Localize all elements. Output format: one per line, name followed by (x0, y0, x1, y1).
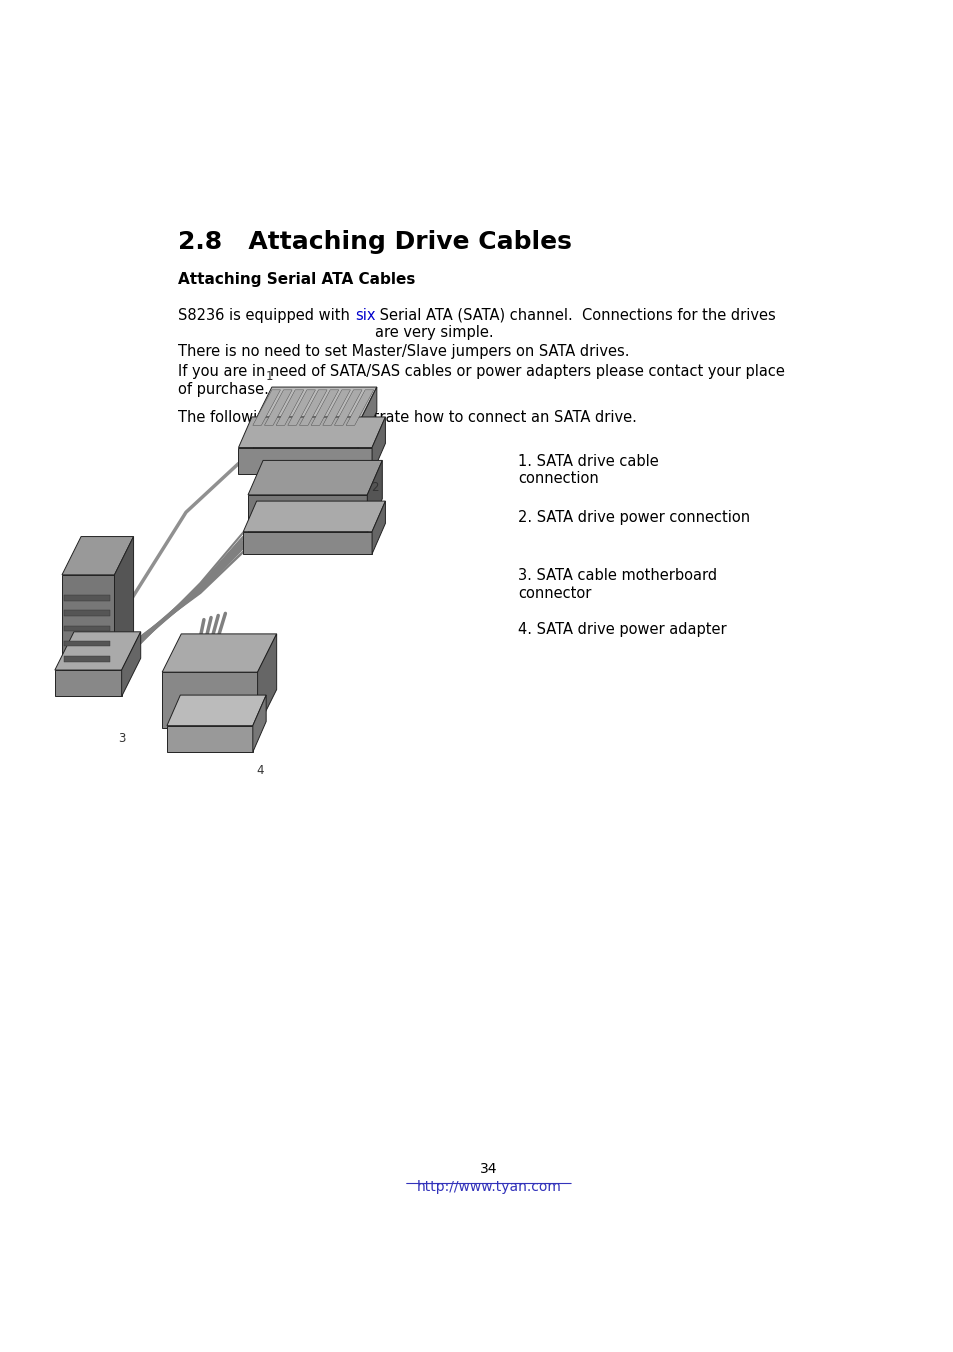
Text: 4: 4 (256, 764, 263, 777)
Text: The following pictures illustrate how to connect an SATA drive.: The following pictures illustrate how to… (178, 410, 637, 425)
Polygon shape (253, 387, 376, 426)
Polygon shape (372, 416, 385, 475)
Text: http://www.tyan.com: http://www.tyan.com (416, 1180, 560, 1194)
Polygon shape (253, 695, 266, 752)
Text: 1: 1 (266, 370, 273, 383)
Polygon shape (238, 448, 372, 475)
Text: Attaching Serial ATA Cables: Attaching Serial ATA Cables (178, 272, 416, 287)
Text: 2. SATA drive power connection: 2. SATA drive power connection (518, 510, 750, 525)
Polygon shape (65, 656, 110, 661)
Text: There is no need to set Master/Slave jumpers on SATA drives.: There is no need to set Master/Slave jum… (178, 345, 629, 360)
Polygon shape (248, 461, 382, 495)
Polygon shape (167, 695, 266, 726)
Text: 34: 34 (479, 1161, 497, 1176)
Polygon shape (248, 495, 367, 533)
Polygon shape (335, 389, 362, 426)
Polygon shape (238, 416, 385, 448)
Polygon shape (114, 537, 133, 672)
Polygon shape (275, 389, 303, 426)
Polygon shape (62, 575, 114, 672)
Polygon shape (65, 595, 110, 600)
Polygon shape (65, 610, 110, 615)
Polygon shape (346, 389, 374, 426)
Text: S8236 is equipped with: S8236 is equipped with (178, 308, 355, 323)
Text: 2: 2 (371, 481, 377, 495)
Polygon shape (264, 389, 292, 426)
Text: 1. SATA drive cable
connection: 1. SATA drive cable connection (518, 454, 659, 487)
Text: 3: 3 (118, 731, 125, 745)
Polygon shape (372, 502, 385, 554)
Polygon shape (367, 461, 382, 533)
Polygon shape (253, 389, 280, 426)
Text: Serial ATA (SATA) channel.  Connections for the drives
are very simple.: Serial ATA (SATA) channel. Connections f… (375, 308, 776, 341)
Polygon shape (167, 726, 253, 752)
Polygon shape (243, 531, 372, 554)
Text: 4. SATA drive power adapter: 4. SATA drive power adapter (518, 622, 726, 637)
Polygon shape (357, 387, 376, 450)
Text: 2.8   Attaching Drive Cables: 2.8 Attaching Drive Cables (178, 230, 572, 254)
Polygon shape (162, 672, 257, 727)
Polygon shape (322, 389, 350, 426)
Polygon shape (65, 641, 110, 646)
Polygon shape (55, 631, 141, 671)
Polygon shape (243, 502, 385, 531)
Polygon shape (162, 634, 276, 672)
Polygon shape (253, 426, 357, 450)
Polygon shape (311, 389, 338, 426)
Polygon shape (55, 671, 122, 696)
Polygon shape (299, 389, 327, 426)
Text: 3. SATA cable motherboard
connector: 3. SATA cable motherboard connector (518, 568, 717, 600)
Polygon shape (65, 626, 110, 631)
Polygon shape (62, 537, 133, 575)
Polygon shape (122, 631, 141, 696)
Polygon shape (288, 389, 315, 426)
Polygon shape (257, 634, 276, 727)
Text: six: six (355, 308, 375, 323)
Text: If you are in need of SATA/SAS cables or power adapters please contact your plac: If you are in need of SATA/SAS cables or… (178, 364, 784, 396)
